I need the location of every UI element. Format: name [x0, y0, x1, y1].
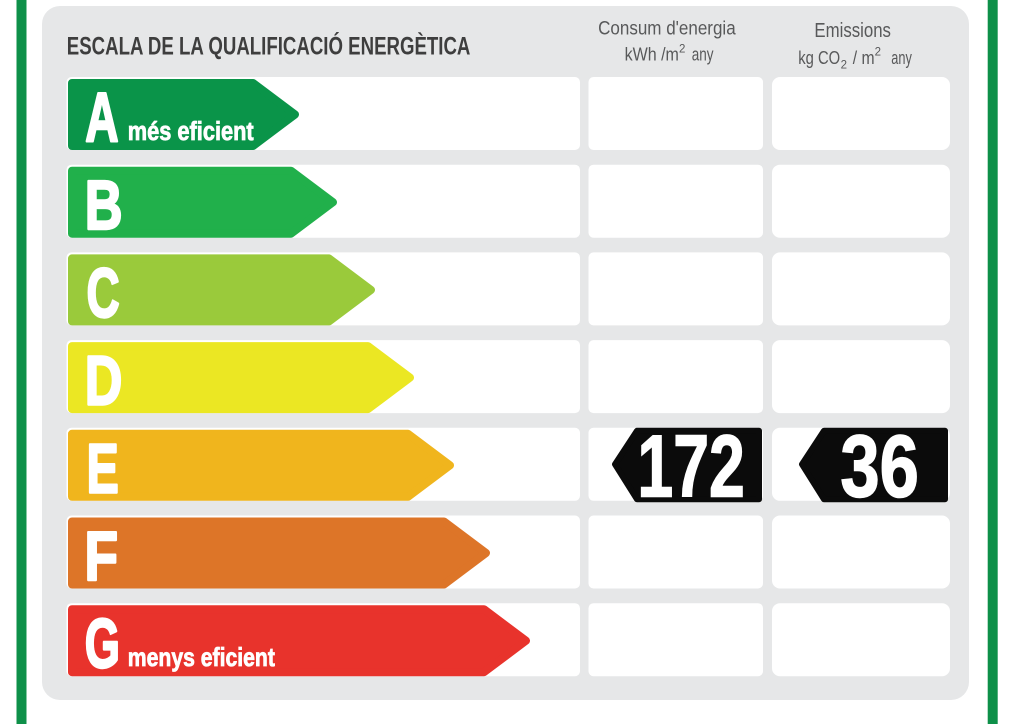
- svg-text:kg CO: kg CO: [798, 47, 840, 68]
- svg-text:menys eficient: menys eficient: [128, 644, 275, 673]
- svg-text:any: any: [692, 45, 715, 66]
- svg-text:kWh /m: kWh /m: [625, 44, 679, 65]
- svg-text:2: 2: [841, 59, 847, 71]
- svg-text:/ m: / m: [853, 47, 875, 69]
- svg-text:B: B: [85, 167, 123, 245]
- svg-text:C: C: [87, 253, 120, 332]
- svg-text:E: E: [87, 430, 119, 508]
- svg-text:172: 172: [637, 418, 744, 516]
- svg-text:D: D: [85, 342, 123, 420]
- svg-text:Emissions: Emissions: [814, 18, 891, 41]
- svg-text:A: A: [85, 78, 118, 157]
- svg-text:any: any: [891, 49, 912, 69]
- svg-text:Consum d'energia: Consum d'energia: [598, 16, 736, 38]
- svg-text:F: F: [84, 518, 118, 596]
- svg-text:més eficient: més eficient: [128, 117, 254, 146]
- svg-text:2: 2: [875, 47, 881, 59]
- svg-text:2: 2: [679, 44, 685, 56]
- svg-text:G: G: [85, 606, 120, 683]
- svg-text:36: 36: [840, 417, 918, 515]
- svg-text:ESCALA DE LA QUALIFICACIÓ ENER: ESCALA DE LA QUALIFICACIÓ ENERGÈTICA: [67, 32, 471, 60]
